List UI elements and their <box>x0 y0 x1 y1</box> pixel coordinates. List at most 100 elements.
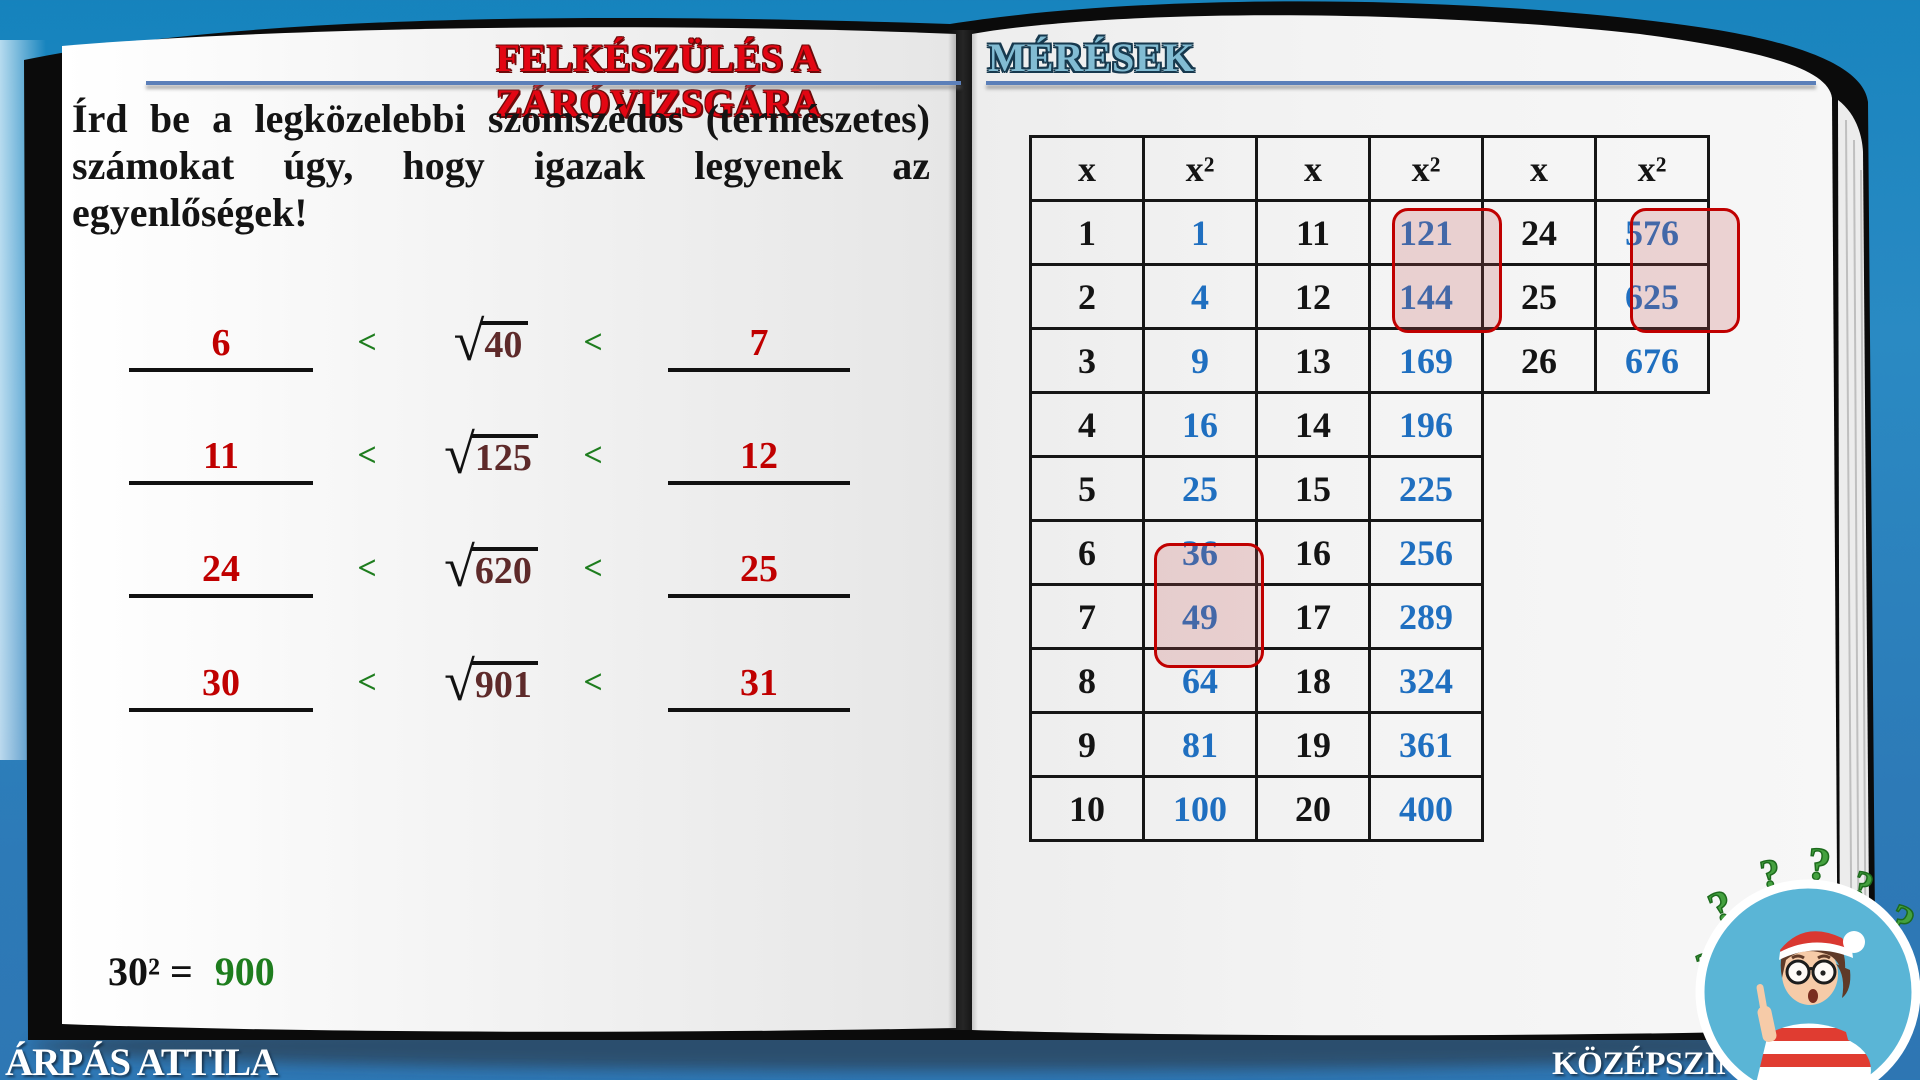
exercise-row: 30 < √ 901 < 31 <box>0 652 960 712</box>
table-cell-x: 10 <box>1029 775 1145 842</box>
table-cell-x: 1 <box>1029 199 1145 266</box>
table-cell-x: 7 <box>1029 583 1145 650</box>
right-page-title: MÉRÉSEK <box>988 35 1196 80</box>
table-cell-x: 4 <box>1029 391 1145 458</box>
character-hair-side <box>1836 964 1851 998</box>
left-page-title: FELKÉSZÜLÉS A ZÁRÓVIZSGÁRA <box>495 37 821 125</box>
table-cell-x: 2 <box>1029 263 1145 330</box>
square-note-result: 900 <box>214 949 275 994</box>
table-cell-square: 289 <box>1368 583 1484 650</box>
table-cell-x: 19 <box>1255 711 1371 778</box>
answer-blank-lower[interactable]: 11 <box>129 427 313 485</box>
table-cell-x: 9 <box>1029 711 1145 778</box>
table-cell-square: 324 <box>1368 647 1484 714</box>
table-cell-x: 12 <box>1255 263 1371 330</box>
table-cell-square: 676 <box>1594 327 1710 394</box>
instruction-text: Írd be a legközelebbi szomszédos (termés… <box>72 96 930 236</box>
table-header-cell: x² <box>1142 135 1258 202</box>
table-cell-square: 100 <box>1142 775 1258 842</box>
footer-author: ÁRPÁS ATTILA <box>5 1041 278 1080</box>
table-cell-empty <box>1483 649 1596 713</box>
table-cell-square: 576 <box>1594 199 1710 266</box>
square-note: 30² = 900 <box>108 948 275 995</box>
left-page <box>62 27 956 1032</box>
radical-icon: √ <box>444 651 475 714</box>
brow-right <box>1817 954 1831 960</box>
table-cell-square: 81 <box>1142 711 1258 778</box>
book-crease <box>948 30 978 1030</box>
table-cell-x: 11 <box>1255 199 1371 266</box>
table-cell-empty <box>1596 777 1709 841</box>
radical-icon: √ <box>453 311 485 374</box>
character-hat-pom <box>1843 931 1865 953</box>
table-cell-empty <box>1596 649 1709 713</box>
mouth <box>1808 989 1818 1003</box>
answer-blank-upper[interactable]: 31 <box>668 654 850 712</box>
table-cell-empty <box>1483 393 1596 457</box>
table-cell-x: 15 <box>1255 455 1371 522</box>
exercise-row: 11 < √ 125 < 12 <box>0 425 960 485</box>
table-cell-square: 49 <box>1142 583 1258 650</box>
less-than-symbol: < <box>583 664 603 701</box>
answer-blank-lower[interactable]: 30 <box>129 654 313 712</box>
table-cell-empty <box>1596 713 1709 777</box>
sqrt-expression: √ 901 <box>416 651 566 714</box>
radical-icon: √ <box>444 537 475 600</box>
left-title-underline <box>146 81 961 85</box>
answer-blank-lower[interactable]: 6 <box>129 314 313 372</box>
eye-right <box>1820 970 1826 976</box>
brow-left <box>1791 954 1805 960</box>
squares-table-wrap: x x² x x² x x² 1 1 11 121 24 576 2 4 12 144 25 625 3 9 13 169… <box>1029 135 1751 879</box>
table-cell-empty <box>1596 585 1709 649</box>
table-header-cell: x² <box>1594 135 1710 202</box>
exercise-row: 24 < √ 620 < 25 <box>0 538 960 598</box>
table-cell-x: 20 <box>1255 775 1371 842</box>
table-cell-square: 121 <box>1368 199 1484 266</box>
table-cell-square: 25 <box>1142 455 1258 522</box>
less-than-symbol: < <box>357 550 377 587</box>
table-cell-square: 256 <box>1368 519 1484 586</box>
squares-table: x x² x x² x x² 1 1 11 121 24 576 2 4 12 144 25 625 3 9 13 169… <box>1029 135 1710 842</box>
radicand-value: 620 <box>471 547 538 592</box>
table-cell-x: 26 <box>1481 327 1597 394</box>
character-finger <box>1756 984 1767 1010</box>
table-cell-x: 8 <box>1029 647 1145 714</box>
square-note-lhs: 30² = <box>108 949 193 994</box>
table-cell-square: 64 <box>1142 647 1258 714</box>
sqrt-expression: √ 125 <box>416 427 566 483</box>
table-header-cell: x² <box>1368 135 1484 202</box>
radicand-value: 901 <box>471 661 538 706</box>
answer-blank-upper[interactable]: 7 <box>668 314 850 372</box>
answer-blank-upper[interactable]: 25 <box>668 540 850 598</box>
sqrt-expression: √ 620 <box>416 537 566 600</box>
table-cell-square: 36 <box>1142 519 1258 586</box>
answer-blank-lower[interactable]: 24 <box>129 540 313 598</box>
less-than-symbol: < <box>357 437 377 474</box>
table-cell-square: 1 <box>1142 199 1258 266</box>
answer-blank-upper[interactable]: 12 <box>668 427 850 485</box>
table-cell-square: 16 <box>1142 391 1258 458</box>
table-cell-square: 9 <box>1142 327 1258 394</box>
glasses-bridge <box>1806 967 1816 972</box>
table-cell-empty <box>1483 585 1596 649</box>
less-than-symbol: < <box>357 664 377 701</box>
less-than-symbol: < <box>583 324 603 361</box>
table-cell-square: 400 <box>1368 775 1484 842</box>
table-cell-x: 17 <box>1255 583 1371 650</box>
waldo-character-badge: ? ? ? ? ? ? ? <box>1691 846 1920 1080</box>
table-cell-empty <box>1483 521 1596 585</box>
table-header-cell: x <box>1255 135 1371 202</box>
table-cell-x: 3 <box>1029 327 1145 394</box>
table-cell-empty <box>1596 457 1709 521</box>
table-cell-empty <box>1596 393 1709 457</box>
table-cell-empty <box>1483 713 1596 777</box>
less-than-symbol: < <box>583 550 603 587</box>
table-cell-square: 196 <box>1368 391 1484 458</box>
sqrt-expression: √ 40 <box>416 311 566 374</box>
table-cell-x: 5 <box>1029 455 1145 522</box>
table-header-cell: x <box>1029 135 1145 202</box>
radicand-value: 40 <box>481 321 529 366</box>
table-cell-x: 18 <box>1255 647 1371 714</box>
less-than-symbol: < <box>357 324 377 361</box>
